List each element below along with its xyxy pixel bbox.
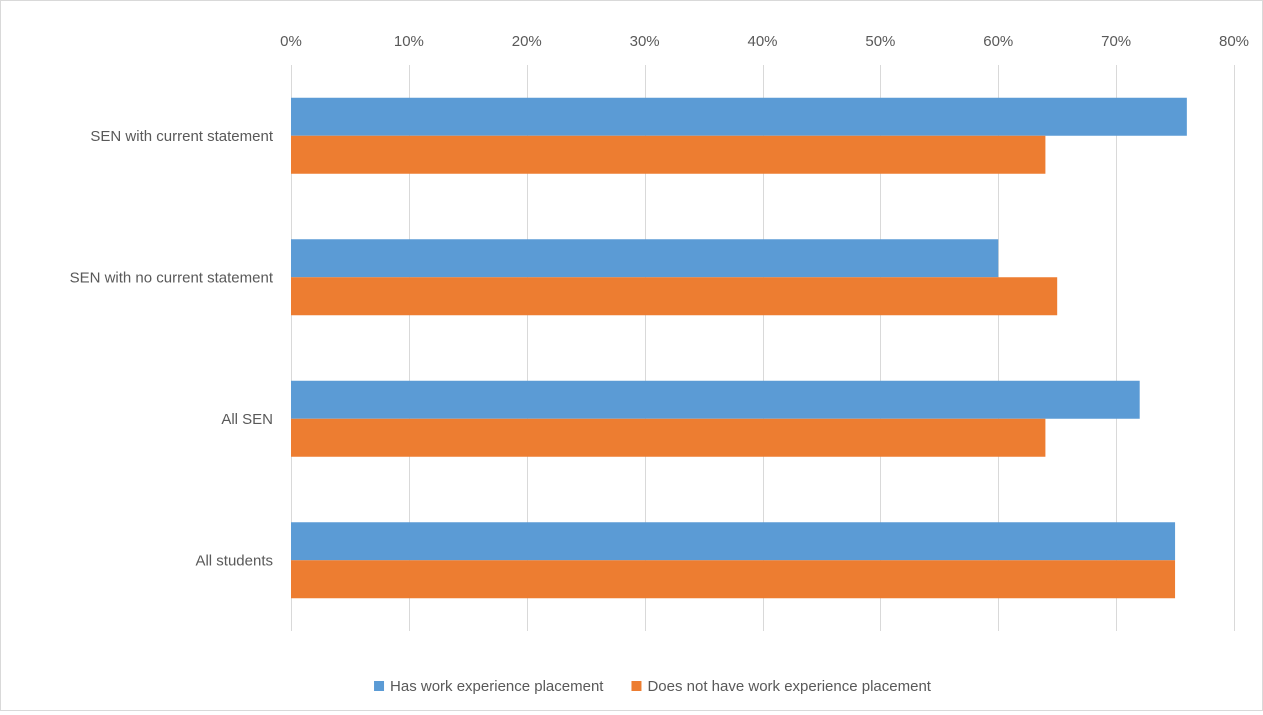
x-tick-label: 50% bbox=[865, 33, 895, 50]
bar bbox=[291, 380, 1140, 419]
bar bbox=[291, 135, 1046, 174]
x-tick-label: 40% bbox=[747, 33, 777, 50]
legend-label: Does not have work experience placement bbox=[647, 678, 931, 695]
bar bbox=[291, 560, 1176, 599]
y-category-label: All students bbox=[195, 552, 273, 569]
bars bbox=[291, 97, 1187, 599]
x-tick-label: 80% bbox=[1219, 33, 1249, 50]
bar bbox=[291, 97, 1187, 136]
legend-label: Has work experience placement bbox=[390, 678, 604, 695]
bar bbox=[291, 418, 1046, 457]
category-labels: SEN with current statement SEN with no cu… bbox=[70, 128, 274, 570]
x-tick-label: 10% bbox=[394, 33, 424, 50]
x-tick-label: 70% bbox=[1101, 33, 1131, 50]
bar bbox=[291, 239, 999, 278]
legend-item: Does not have work experience placement bbox=[631, 678, 932, 695]
x-tick-label: 0% bbox=[280, 33, 302, 50]
x-tick-label: 30% bbox=[630, 33, 660, 50]
y-category-label: All SEN bbox=[221, 411, 273, 428]
x-axis-ticks: 0% 10% 20% 30% 40% 50% 60% 70% 80% bbox=[280, 33, 1249, 50]
y-category-label: SEN with current statement bbox=[90, 128, 273, 145]
legend-item: Has work experience placement bbox=[374, 678, 604, 695]
legend-swatch bbox=[631, 681, 642, 691]
x-tick-label: 60% bbox=[983, 33, 1013, 50]
y-category-label: SEN with no current statement bbox=[70, 269, 274, 286]
bar bbox=[291, 277, 1058, 316]
legend-swatch bbox=[374, 681, 385, 691]
legend: Has work experience placement Does not ha… bbox=[374, 678, 932, 695]
bar bbox=[291, 522, 1176, 561]
x-tick-label: 20% bbox=[512, 33, 542, 50]
